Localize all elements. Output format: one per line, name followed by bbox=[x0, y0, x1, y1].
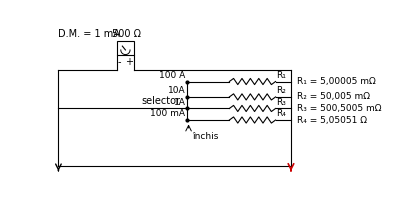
Text: R₃: R₃ bbox=[276, 98, 285, 107]
Text: 100 A: 100 A bbox=[159, 71, 185, 80]
Text: R₄: R₄ bbox=[276, 109, 285, 118]
Text: D.M. = 1 mA: D.M. = 1 mA bbox=[58, 29, 120, 39]
Text: R₄ = 5,05051 Ω: R₄ = 5,05051 Ω bbox=[297, 115, 366, 125]
Text: închis: închis bbox=[191, 132, 218, 141]
Text: R₁ = 5,00005 mΩ: R₁ = 5,00005 mΩ bbox=[297, 77, 375, 86]
Text: 10A: 10A bbox=[167, 86, 185, 95]
Text: R₁: R₁ bbox=[276, 71, 285, 80]
Text: 1A: 1A bbox=[173, 98, 185, 107]
Text: selector: selector bbox=[142, 96, 180, 106]
Text: R₃ = 500,5005 mΩ: R₃ = 500,5005 mΩ bbox=[297, 104, 381, 113]
Text: +: + bbox=[125, 57, 133, 67]
Text: -: - bbox=[117, 57, 121, 67]
Bar bbox=[117, 41, 134, 55]
Text: R₂ = 50,005 mΩ: R₂ = 50,005 mΩ bbox=[297, 92, 369, 101]
Text: 500 Ω: 500 Ω bbox=[112, 29, 141, 39]
Text: 100 mA: 100 mA bbox=[150, 109, 185, 118]
Text: R₂: R₂ bbox=[276, 86, 285, 95]
